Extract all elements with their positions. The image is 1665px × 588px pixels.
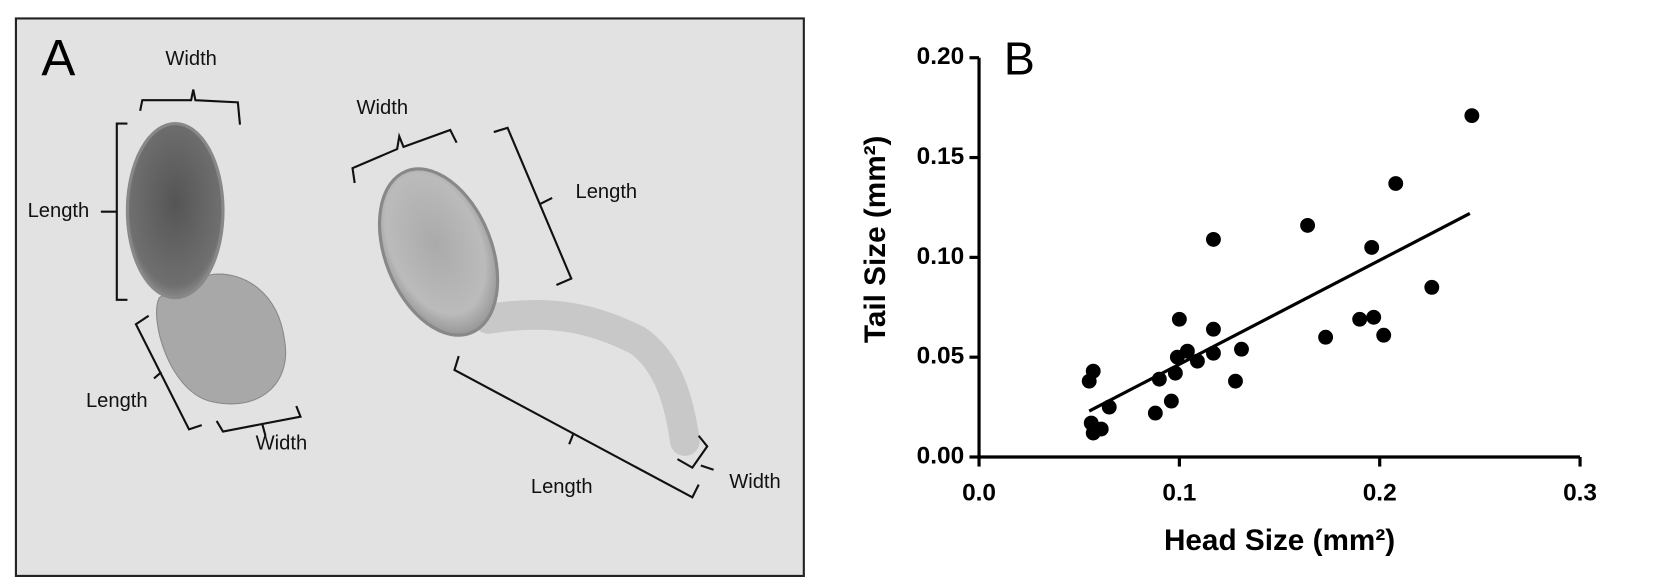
annotation: Length [531,476,593,498]
data-point [1424,279,1440,295]
x-tick-label: 0.3 [1563,480,1597,507]
tail-right [473,299,700,456]
data-point [1300,217,1316,233]
data-point [1179,343,1195,359]
x-tick-label: 0.1 [1162,480,1196,507]
x-tick-label: 0.2 [1363,480,1397,507]
head-right [377,167,500,337]
y-axis-label: Tail Size (mm²) [859,136,892,344]
y-tick-label: 0.05 [917,343,965,370]
x-tick-label: 0.0 [962,480,996,507]
bracket [453,355,700,499]
annotation: Length [28,200,90,222]
bracket [215,405,302,437]
annotation: Width [729,471,781,493]
panel-b: B Head Size (mm²) Tail Size (mm²) 0.00 0.… [859,32,1597,556]
data-point [1318,329,1334,345]
bracket [351,128,458,184]
y-tick-label: 0.10 [917,243,965,270]
data-point [1388,176,1404,191]
data-point [1205,231,1221,247]
data-point [1205,345,1221,361]
annotation: Width [165,48,217,70]
y-tick-label: 0.15 [917,143,965,170]
data-point [1101,399,1117,415]
data-point [1234,341,1249,357]
bracket [134,314,203,431]
bracket [139,89,242,125]
x-axis-label: Head Size (mm²) [1164,524,1395,557]
y-tick-label: 0.00 [917,442,965,469]
data-point [1085,363,1101,379]
data-point [1171,311,1187,327]
data-point [1093,421,1109,437]
data-point [1163,393,1179,409]
tail-left [156,273,287,405]
data-point [1147,405,1163,421]
data-point [1464,108,1480,124]
trend-line [1088,212,1471,413]
data-point [1352,311,1368,327]
head-left [125,121,225,300]
data-point [1376,327,1392,343]
data-point [1167,365,1183,381]
bracket [676,435,714,471]
data-point [1151,371,1167,387]
annotation: Width [256,433,308,455]
annotation: Length [575,181,637,203]
panel-label: B [1004,32,1035,84]
data-point [1366,309,1382,325]
data-point [1205,321,1221,337]
annotation: Width [357,97,409,119]
data-point [1189,353,1205,369]
bracket [100,122,128,301]
data-point [1228,373,1243,389]
bracket [493,126,573,286]
panel-a: A Width Length Length Width Width Length… [14,17,805,577]
panel-label: A [41,29,75,86]
data-point [1364,239,1380,255]
y-tick-label: 0.20 [917,43,965,70]
annotation: Length [86,390,148,412]
